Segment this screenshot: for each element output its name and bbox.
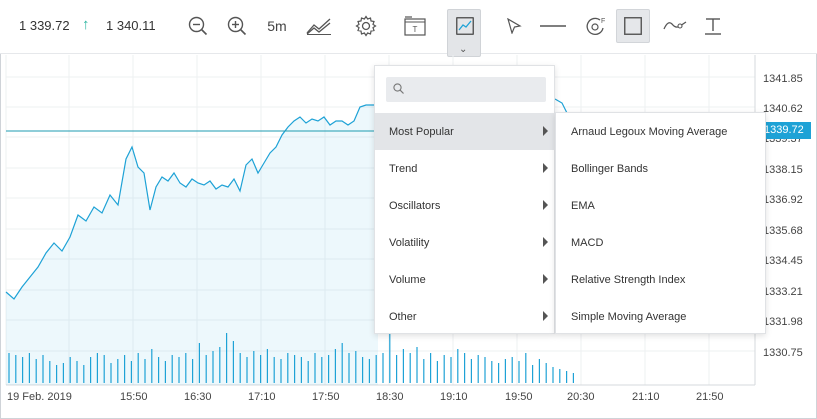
trend-tool[interactable]	[660, 9, 690, 43]
menu-item-label: Volatility	[389, 236, 430, 249]
y-tick-label: 1333.21	[763, 286, 803, 298]
menu-item-label: Other	[389, 310, 417, 323]
indicator-label: Simple Moving Average	[571, 310, 687, 323]
x-tick-label: 20:30	[567, 391, 595, 403]
settings-icon	[355, 15, 377, 37]
interval-label: 5m	[267, 18, 287, 34]
menu-item-label: Volume	[389, 273, 426, 286]
fibonacci-tool[interactable]: F	[580, 9, 610, 43]
indicators-button[interactable]: ⌄	[447, 9, 481, 57]
x-tick-label: 15:50	[120, 391, 148, 403]
x-tick-label: 18:30	[376, 391, 404, 403]
y-tick-label: 1335.68	[763, 225, 803, 237]
x-tick-label: 17:50	[312, 391, 340, 403]
indicator-search-input[interactable]	[386, 77, 546, 102]
menu-item-label: Most Popular	[389, 125, 454, 138]
y-tick-label: 1334.45	[763, 255, 803, 267]
current-price-tag: 1339.72	[761, 122, 811, 139]
menu-item-label: Oscillators	[389, 199, 441, 212]
indicator-category-menu: Most Popular Trend Oscillators Volatilit…	[374, 65, 556, 335]
zoom-out-button[interactable]	[183, 9, 213, 43]
indicator-rsi[interactable]: Relative Strength Index	[556, 261, 767, 298]
x-tick-label: 21:10	[632, 391, 660, 403]
x-tick-label: 17:10	[248, 391, 276, 403]
menu-item-oscillators[interactable]: Oscillators	[375, 187, 556, 224]
price-line	[554, 98, 569, 116]
menu-item-other[interactable]: Other	[375, 298, 556, 335]
line-tool[interactable]	[538, 9, 568, 43]
x-tick-label: 21:50	[696, 391, 724, 403]
chevron-right-icon	[543, 311, 548, 321]
indicator-label: Bollinger Bands	[571, 162, 649, 175]
indicator-bollinger-bands[interactable]: Bollinger Bands	[556, 150, 767, 187]
line-icon	[540, 25, 566, 27]
text-tool[interactable]	[698, 9, 728, 43]
menu-item-most-popular[interactable]: Most Popular	[375, 113, 556, 150]
calendar-icon: T	[404, 16, 426, 36]
menu-item-label: Trend	[389, 162, 418, 175]
trend-icon	[663, 21, 687, 30]
menu-item-volatility[interactable]: Volatility	[375, 224, 556, 261]
menu-item-trend[interactable]: Trend	[375, 150, 556, 187]
chevron-right-icon	[543, 274, 548, 284]
rectangle-icon	[624, 17, 642, 35]
svg-text:F: F	[601, 18, 605, 25]
y-tick-label: 1338.15	[763, 164, 803, 176]
toolbar: 1 339.72 ↑ 1 340.11 5m T ⌄ F	[0, 0, 817, 57]
y-tick-label: 1331.98	[763, 316, 803, 328]
chevron-right-icon	[543, 126, 548, 136]
arrow-up-icon: ↑	[82, 16, 90, 33]
x-tick-label: 19:50	[505, 391, 533, 403]
chevron-right-icon	[543, 200, 548, 210]
indicator-sma[interactable]: Simple Moving Average	[556, 298, 767, 335]
interval-button[interactable]: 5m	[262, 9, 292, 43]
price-low: 1 339.72	[19, 18, 70, 33]
cursor-tool[interactable]	[500, 9, 528, 43]
indicator-label: Relative Strength Index	[571, 273, 686, 286]
x-tick-label: 19 Feb. 2019	[7, 391, 72, 403]
price-high: 1 340.11	[106, 18, 156, 33]
cursor-icon	[507, 18, 522, 34]
indicators-icon	[456, 17, 474, 35]
chevron-right-icon	[543, 163, 548, 173]
chevron-down-icon: ⌄	[459, 44, 468, 55]
chart-type-button[interactable]	[302, 9, 336, 43]
chevron-right-icon	[543, 237, 548, 247]
zoom-in-icon	[227, 16, 247, 36]
indicator-ema[interactable]: EMA	[556, 187, 767, 224]
indicator-label: MACD	[571, 236, 604, 249]
x-tick-label: 19:10	[440, 391, 468, 403]
rectangle-tool[interactable]	[616, 9, 650, 43]
indicator-macd[interactable]: MACD	[556, 224, 767, 261]
y-tick-label: 1330.75	[763, 347, 803, 359]
text-icon	[705, 18, 721, 35]
menu-item-volume[interactable]: Volume	[375, 261, 556, 298]
calendar-button[interactable]: T	[400, 9, 430, 43]
settings-button[interactable]	[351, 9, 381, 43]
search-icon	[393, 83, 404, 94]
indicator-label: Arnaud Legoux Moving Average	[571, 125, 728, 138]
svg-text:T: T	[413, 25, 418, 34]
chart-type-icon	[306, 18, 331, 35]
fibonacci-icon: F	[586, 17, 605, 36]
zoom-in-button[interactable]	[222, 9, 252, 43]
x-tick-label: 16:30	[184, 391, 212, 403]
indicator-alma[interactable]: Arnaud Legoux Moving Average	[556, 113, 767, 150]
popular-indicators-submenu: Arnaud Legoux Moving Average Bollinger B…	[555, 112, 766, 334]
zoom-out-icon	[188, 16, 208, 36]
indicator-label: EMA	[571, 199, 595, 212]
price-area-fill	[6, 105, 378, 385]
price-line	[5, 104, 378, 300]
y-tick-label: 1341.85	[763, 73, 803, 85]
y-tick-label: 1336.92	[763, 194, 803, 206]
y-tick-label: 1340.62	[763, 103, 803, 115]
